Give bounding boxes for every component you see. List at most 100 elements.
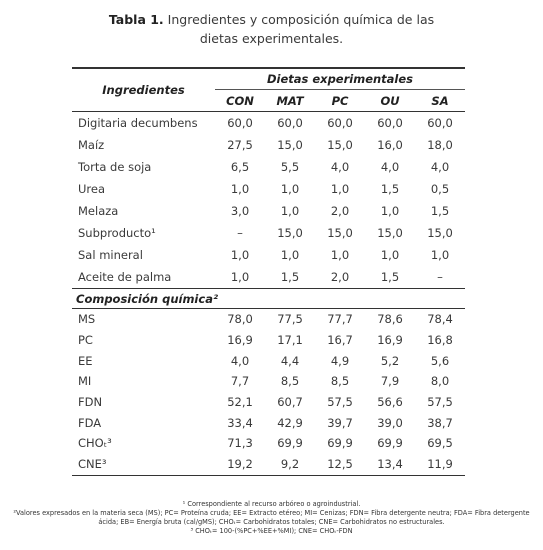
cell: 60,0 [377, 116, 403, 130]
row: Melaza 3,0 1,0 2,0 1,0 1,5 [72, 200, 465, 222]
row-label: PC [78, 333, 93, 348]
cell: 78,0 [227, 312, 253, 327]
row-label: Subproducto¹ [78, 226, 156, 240]
cell: 78,4 [427, 312, 453, 327]
row-label: Maíz [78, 138, 105, 152]
cell: 60,0 [427, 116, 453, 130]
cell: 1,5 [280, 270, 300, 284]
cell: 60,0 [227, 116, 253, 130]
cell: 7,7 [230, 374, 250, 389]
cell: 7,9 [380, 374, 400, 389]
column-header: MAT [265, 89, 315, 112]
row-label: CNE³ [72, 453, 215, 476]
cell: 1,5 [380, 270, 400, 284]
cell: 5,5 [280, 160, 300, 174]
cell: 1,0 [230, 248, 250, 262]
cell: 27,5 [227, 138, 253, 152]
cell: 60,7 [277, 395, 303, 410]
cell: 69,9 [277, 436, 303, 451]
title-text: Ingredientes y composición química de la… [167, 12, 435, 46]
cell: 4,0 [230, 353, 250, 368]
header: Ingredientes [72, 67, 215, 112]
cell: 1,5 [380, 182, 400, 196]
row: EE 4,0 4,4 4,9 5,2 5,6 [72, 350, 465, 371]
cell: 60,0 [327, 116, 353, 130]
cell: 1,0 [230, 182, 250, 196]
row-label: Torta de soja [78, 160, 152, 174]
cell: 33,4 [227, 415, 253, 430]
title-label: Tabla 1. [108, 12, 164, 27]
row: Maíz 27,5 15,0 15,0 16,0 18,0 [72, 134, 465, 156]
cell: 1,0 [230, 270, 250, 284]
row-label: FDN [78, 395, 103, 410]
row-label: CHOₜ³ [78, 436, 112, 451]
cell: 5,6 [430, 353, 450, 368]
column-header: PC [315, 89, 365, 112]
header-row: CON MAT PC OU SA [72, 89, 465, 112]
row-label: MS [78, 312, 96, 327]
cell: 1,0 [380, 248, 400, 262]
row-label: Aceite de palma [78, 270, 172, 284]
footnote: ²Valores expresados en la materia seca (… [13, 509, 530, 526]
cell: 17,1 [277, 333, 303, 348]
cell: 77,5 [277, 312, 303, 327]
cell: 60,0 [277, 116, 303, 130]
cell: 69,5 [427, 436, 453, 451]
cell: 69,9 [377, 436, 403, 451]
cell: 1,0 [380, 204, 400, 218]
cell: 12,5 [315, 453, 365, 476]
cell: – [437, 270, 443, 284]
row: PC 16,9 17,1 16,7 16,9 16,8 [72, 330, 465, 351]
row-label: Digitaria decumbens [78, 116, 198, 130]
cell: – [237, 226, 243, 240]
cell: 2,0 [330, 204, 350, 218]
cell: 0,5 [430, 182, 450, 196]
cell: 15,0 [277, 138, 303, 152]
row: Urea 1,0 1,0 1,0 1,5 0,5 [72, 178, 465, 200]
section-label: Composición química² [72, 288, 465, 309]
cell: 8,0 [430, 374, 450, 389]
row: MS 78,0 77,5 77,7 78,6 78,4 [72, 309, 465, 330]
cell: 71,3 [227, 436, 253, 451]
row: Aceite de palma 1,0 1,5 2,0 1,5 – [72, 266, 465, 289]
cell: 1,0 [430, 248, 450, 262]
cell: 1,0 [280, 248, 300, 262]
row: CHOₜ³ 71,3 69,9 69,9 69,9 69,5 [72, 433, 465, 454]
table: Ingredientes Dietas experimentales CON MAT P… [72, 67, 465, 476]
cell: 1,0 [280, 182, 300, 196]
row: Digitaria decumbens 60,0 60,0 60,0 60,0 60,0 [72, 112, 465, 135]
footnote: ³ CHOₜ= 100-(%PC+%EE+%MI); CNE= CHOₜ-FDN [190, 527, 353, 535]
cell: 52,1 [227, 395, 253, 410]
row: MI 7,7 8,5 8,5 7,9 8,0 [72, 371, 465, 392]
cell: 57,5 [427, 395, 453, 410]
cell: 42,9 [277, 415, 303, 430]
section-row: Composición química² [72, 288, 465, 309]
cell: 15,0 [327, 226, 353, 240]
cell: 9,2 [265, 453, 315, 476]
row: Torta de soja 6,5 5,5 4,0 4,0 4,0 [72, 156, 465, 178]
cell: 4,0 [430, 160, 450, 174]
row-label: EE [78, 353, 93, 368]
cell: 69,9 [327, 436, 353, 451]
cell: 1,0 [330, 182, 350, 196]
cell: 16,9 [377, 333, 403, 348]
row-label: Sal mineral [78, 248, 143, 262]
cell: 8,5 [330, 374, 350, 389]
cell: 6,5 [230, 160, 250, 174]
cell: 16,8 [427, 333, 453, 348]
cell: 78,6 [377, 312, 403, 327]
cell: 16,7 [327, 333, 353, 348]
group-header: Dietas experimentales [215, 67, 465, 90]
cell: 15,0 [327, 138, 353, 152]
cell: 5,2 [380, 353, 400, 368]
cell: 15,0 [427, 226, 453, 240]
footnotes: ¹ Correspondiente al recurso arbóreo o a… [0, 500, 543, 536]
cell: 18,0 [427, 138, 453, 152]
row: Sal mineral 1,0 1,0 1,0 1,0 1,0 [72, 244, 465, 266]
cell: 4,9 [330, 353, 350, 368]
cell: 2,0 [330, 270, 350, 284]
cell: 1,5 [430, 204, 450, 218]
column-header: CON [215, 89, 265, 112]
cell: 15,0 [277, 226, 303, 240]
